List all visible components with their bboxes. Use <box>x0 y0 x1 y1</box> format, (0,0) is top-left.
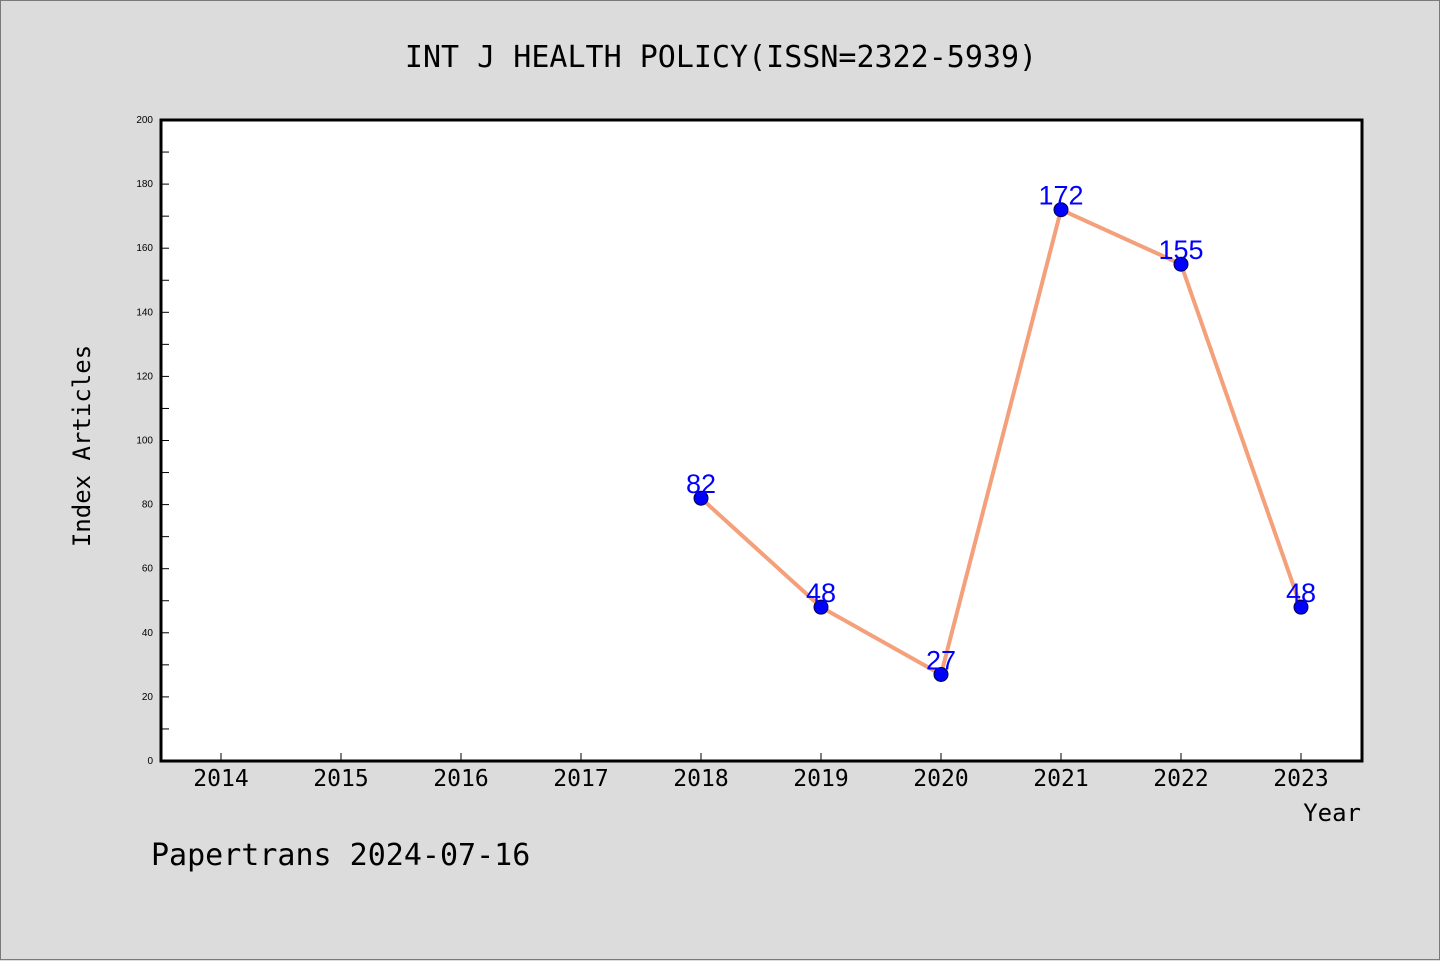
x-tick-label: 2016 <box>433 766 488 792</box>
y-tick-label: 200 <box>136 115 153 126</box>
x-tick-label: 2017 <box>553 766 608 792</box>
x-tick-label: 2022 <box>1153 766 1208 792</box>
y-axis-title: Index Articles <box>68 345 96 547</box>
x-axis-title: Year <box>1303 799 1361 827</box>
y-tick-label: 80 <box>142 500 154 511</box>
y-tick-label: 180 <box>136 179 153 190</box>
data-label: 27 <box>926 645 956 675</box>
data-point <box>693 490 709 506</box>
x-tick-label: 2015 <box>313 766 368 792</box>
x-tick-label: 2020 <box>913 766 968 792</box>
y-tick-label: 40 <box>142 628 154 639</box>
data-markers <box>693 202 1309 682</box>
data-point <box>933 666 949 682</box>
y-tick-label: 100 <box>136 436 153 447</box>
x-tick-label: 2019 <box>793 766 848 792</box>
plot-frame <box>159 118 1364 763</box>
y-tick-label: 20 <box>142 692 154 703</box>
data-label: 82 <box>686 469 716 499</box>
y-axis: 0 20 40 60 80 100 120 140 160 180 200 <box>136 115 169 767</box>
data-labels: 82 48 27 172 155 48 <box>686 181 1316 676</box>
x-tick-label: 2014 <box>193 766 248 792</box>
chart-title: INT J HEALTH POLICY(ISSN=2322-5939) <box>405 40 1037 75</box>
data-label: 48 <box>806 578 836 608</box>
x-tick-label: 2021 <box>1033 766 1088 792</box>
data-point <box>813 599 829 615</box>
y-tick-label: 60 <box>142 564 154 575</box>
data-label: 155 <box>1158 235 1203 265</box>
x-axis: 2014 2015 2016 2017 2018 2019 2020 2021 2022 2023 <box>193 753 1329 792</box>
series-line <box>699 207 1303 677</box>
data-point <box>1293 599 1309 615</box>
data-point <box>1173 256 1189 272</box>
data-point <box>1053 202 1069 218</box>
x-tick-label: 2018 <box>673 766 728 792</box>
y-tick-label: 0 <box>147 756 153 767</box>
x-tick-label: 2023 <box>1273 766 1328 792</box>
footer-credit: Papertrans 2024-07-16 <box>151 838 530 873</box>
y-tick-label: 140 <box>136 307 153 318</box>
data-label: 48 <box>1286 578 1316 608</box>
y-tick-label: 160 <box>136 243 153 254</box>
y-tick-label: 120 <box>136 371 153 382</box>
data-label: 172 <box>1038 181 1083 211</box>
plot-area <box>161 120 1362 761</box>
